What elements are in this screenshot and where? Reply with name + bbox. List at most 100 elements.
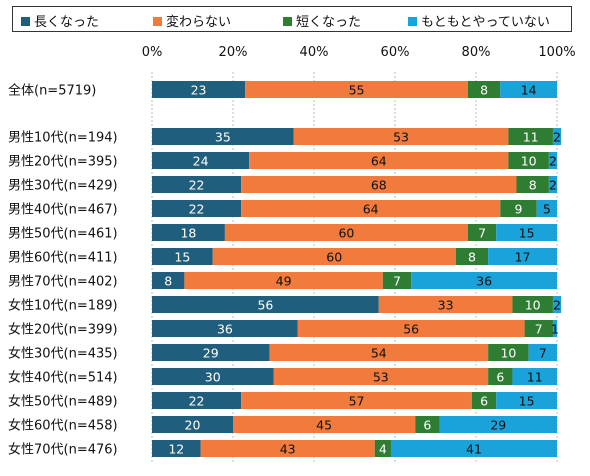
data-label: 1 [551,322,559,337]
data-label: 14 [521,83,537,98]
x-tick-label: 100% [538,45,575,60]
bar-segment [552,320,557,337]
data-label: 5 [543,202,551,217]
data-label: 43 [280,442,296,457]
bar-segment [508,152,549,169]
bar-segment [411,272,557,289]
x-tick-label: 60% [381,45,410,60]
bar-segment [241,176,517,193]
bar-segment [512,296,553,313]
data-label: 60 [326,250,342,265]
data-label: 10 [521,154,537,169]
bar-segment [249,152,509,169]
x-tick-label: 40% [300,45,329,60]
bar-segment [293,128,509,145]
data-label: 6 [480,394,488,409]
x-tick-label: 20% [219,45,248,60]
data-label: 17 [515,250,531,265]
legend-label-unchanged: 変わらない [166,15,232,30]
data-label: 18 [180,226,196,241]
bar-segment [200,440,375,457]
data-label: 12 [168,442,184,457]
data-label: 8 [480,83,488,98]
bar-segment [297,320,525,337]
data-label: 29 [203,346,219,361]
bar-segment [184,272,383,289]
data-label: 22 [189,202,205,217]
bar-segment [152,128,294,145]
data-label: 41 [466,442,482,457]
data-label: 11 [523,130,539,145]
bar-segment [152,344,270,361]
bar-segment [152,296,379,313]
legend-label-longer: 長くなった [34,15,100,30]
legend-swatch-unchanged [153,17,162,26]
legend-item-longer: 長くなった [21,11,99,30]
data-label: 8 [529,178,537,193]
bar-segment [152,416,233,433]
bar-segment [241,392,472,409]
data-label: 8 [164,274,172,289]
data-label: 45 [316,418,332,433]
data-label: 53 [393,130,409,145]
bar-segment [152,320,298,337]
data-label: 2 [549,154,557,169]
data-label: 9 [515,202,523,217]
category-label: 男性70代(n=402) [8,275,118,290]
x-tick-label: 80% [462,45,491,60]
bar-segment [516,176,549,193]
bar-segment [488,368,513,385]
legend: 長くなった 変わらない 短くなった もともとやっていない [12,6,572,32]
bar-segment [496,392,557,409]
bar-segment [152,81,246,98]
bar-segment [390,440,557,457]
data-label: 2 [549,178,557,193]
category-label: 女性40代(n=514) [8,370,118,386]
data-label: 7 [539,346,547,361]
legend-label-shorter: 短くなった [296,15,362,30]
data-label: 64 [363,202,379,217]
category-label: 男性50代(n=461) [8,227,118,242]
bar-segment [224,224,468,241]
data-label: 10 [525,298,541,313]
data-label: 8 [468,250,476,265]
bar-segment [378,296,513,313]
data-label: 30 [205,370,221,385]
data-label: 49 [276,274,292,289]
bar-segment [500,81,557,98]
bar-segment [245,81,468,98]
category-label: 女性50代(n=489) [8,394,118,410]
data-label: 20 [185,418,201,433]
data-label: 22 [189,178,205,193]
data-label: 15 [519,394,535,409]
data-label: 53 [373,370,389,385]
bar-segment [269,344,489,361]
data-label: 36 [476,274,492,289]
category-label: 男性10代(n=194) [8,131,118,146]
data-label: 6 [496,370,504,385]
bar-segment [548,176,557,193]
data-label: 24 [193,154,209,169]
bar-segment [152,200,242,217]
bar-segment [152,224,225,241]
data-label: 29 [490,418,506,433]
bar-segment [152,272,185,289]
bar-segment [528,344,557,361]
bar-segment [152,152,250,169]
data-label: 7 [535,322,543,337]
legend-item-never: もともとやっていない [408,11,550,30]
bar-segment [524,320,553,337]
data-label: 2 [553,130,561,145]
category-label: 女性30代(n=435) [8,346,118,362]
bar-segment [496,224,557,241]
bar-segment [152,368,274,385]
data-label: 4 [379,442,387,457]
data-label: 7 [478,226,486,241]
data-label: 15 [519,226,535,241]
legend-item-shorter: 短くなった [283,11,361,30]
bar-segment [152,176,242,193]
bar-segment [455,248,489,265]
legend-label-never: もともとやっていない [421,15,550,30]
category-label: 男性30代(n=429) [8,179,118,194]
